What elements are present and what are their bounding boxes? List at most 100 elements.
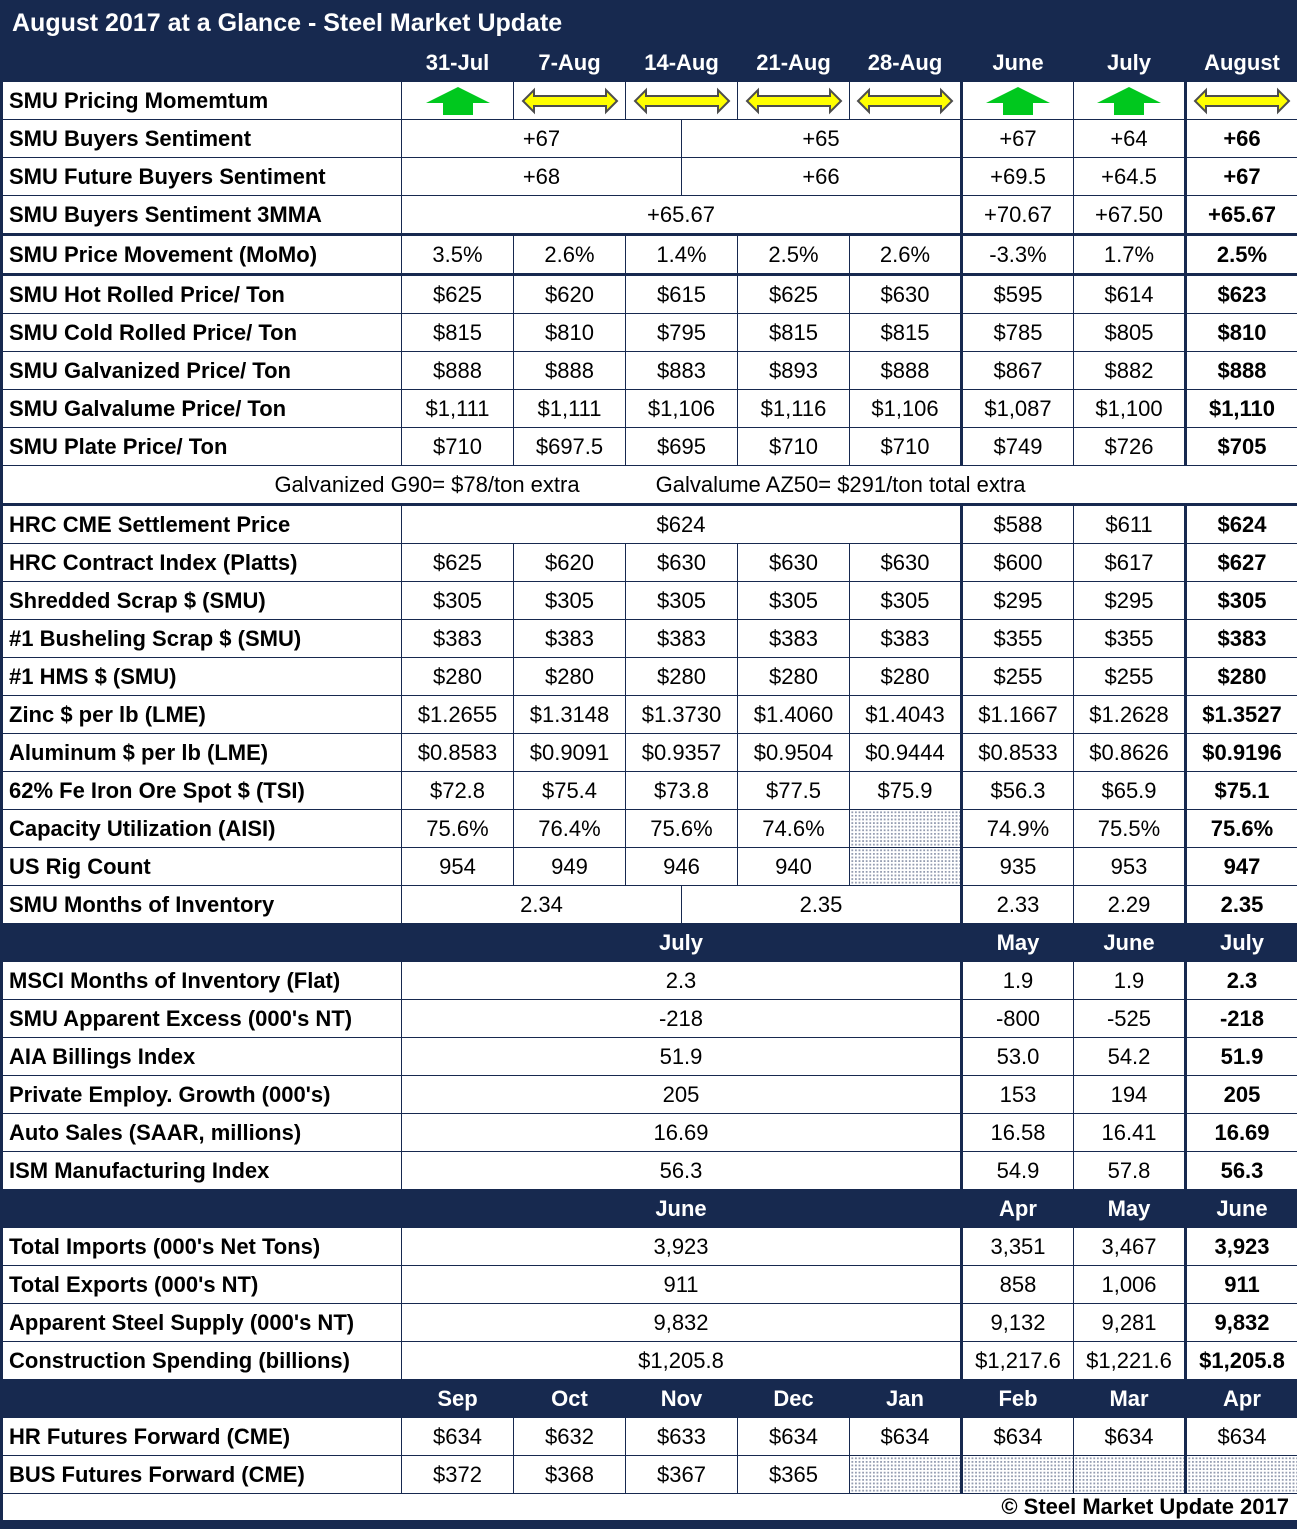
value-cell: $600	[962, 544, 1074, 582]
value-cell: $305	[402, 582, 514, 620]
row-label: SMU Galvalume Price/ Ton	[2, 390, 402, 428]
value-cell: -3.3%	[962, 235, 1074, 275]
value-cell: $815	[738, 314, 850, 352]
value-cell: $630	[850, 544, 962, 582]
value-cell: 2.33	[962, 886, 1074, 924]
value-cell: 3.5%	[402, 235, 514, 275]
value-cell: 54.9	[962, 1152, 1074, 1190]
no-data-hatched-cell	[1186, 1456, 1297, 1494]
column-header: 14-Aug	[626, 44, 738, 82]
column-header: Feb	[962, 1380, 1074, 1418]
up-arrow-icon	[974, 86, 1062, 116]
value-cell: 1.9	[1074, 962, 1186, 1000]
value-cell: $630	[738, 544, 850, 582]
row-label: #1 HMS $ (SMU)	[2, 658, 402, 696]
column-header: Jan	[850, 1380, 962, 1418]
value-cell: +67	[962, 120, 1074, 158]
value-cell: $634	[850, 1418, 962, 1456]
value-cell: 3,467	[1074, 1228, 1186, 1266]
value-cell: 3,351	[962, 1228, 1074, 1266]
table-row: Capacity Utilization (AISI)75.6%76.4%75.…	[2, 810, 1297, 848]
value-cell: $615	[626, 275, 738, 314]
value-cell: $614	[1074, 275, 1186, 314]
table-row: August 2017 at a Glance - Steel Market U…	[2, 2, 1297, 44]
value-cell: $280	[738, 658, 850, 696]
value-cell: 1.9	[962, 962, 1074, 1000]
value-cell: $1,110	[1186, 390, 1297, 428]
no-data-hatched-cell	[1074, 1456, 1186, 1494]
value-cell: 54.2	[1074, 1038, 1186, 1076]
value-cell: 56.3	[402, 1152, 962, 1190]
value-cell: 2.3	[402, 962, 962, 1000]
value-cell: $295	[1074, 582, 1186, 620]
value-cell: 53.0	[962, 1038, 1074, 1076]
row-label: SMU Buyers Sentiment	[2, 120, 402, 158]
value-cell: $634	[402, 1418, 514, 1456]
row-label: HRC Contract Index (Platts)	[2, 544, 402, 582]
table-row: SMU Buyers Sentiment 3MMA+65.67+70.67+67…	[2, 196, 1297, 235]
table-row: SMU Hot Rolled Price/ Ton$625$620$615$62…	[2, 275, 1297, 314]
value-cell: $383	[850, 620, 962, 658]
row-label: Shredded Scrap $ (SMU)	[2, 582, 402, 620]
row-label: SMU Apparent Excess (000's NT)	[2, 1000, 402, 1038]
value-cell: $77.5	[738, 772, 850, 810]
row-label: AIA Billings Index	[2, 1038, 402, 1076]
note-galvanized: Galvanized G90= $78/ton extra	[274, 472, 579, 497]
column-header: August	[1186, 44, 1297, 82]
value-cell: $368	[514, 1456, 626, 1494]
value-cell: $1,106	[850, 390, 962, 428]
no-data-hatched-cell	[850, 848, 962, 886]
row-label: #1 Busheling Scrap $ (SMU)	[2, 620, 402, 658]
value-cell: $1,205.8	[402, 1342, 962, 1380]
value-cell: $710	[850, 428, 962, 466]
row-label	[2, 44, 402, 82]
value-cell: $630	[626, 544, 738, 582]
value-cell: $305	[738, 582, 850, 620]
value-cell: $810	[1186, 314, 1297, 352]
row-label: SMU Cold Rolled Price/ Ton	[2, 314, 402, 352]
value-cell: 9,281	[1074, 1304, 1186, 1342]
value-cell: $888	[1186, 352, 1297, 390]
column-header: Oct	[514, 1380, 626, 1418]
value-cell: +64	[1074, 120, 1186, 158]
momentum-cell	[962, 82, 1074, 120]
value-cell: $367	[626, 1456, 738, 1494]
table-row: #1 Busheling Scrap $ (SMU)$383$383$383$3…	[2, 620, 1297, 658]
value-cell: $726	[1074, 428, 1186, 466]
value-cell: -525	[1074, 1000, 1186, 1038]
value-cell: $72.8	[402, 772, 514, 810]
value-cell: 954	[402, 848, 514, 886]
left-right-arrow-icon	[632, 86, 732, 116]
value-cell: 16.69	[402, 1114, 962, 1152]
value-cell: $625	[402, 544, 514, 582]
value-cell: $888	[850, 352, 962, 390]
value-cell: $56.3	[962, 772, 1074, 810]
column-header: Apr	[1186, 1380, 1297, 1418]
value-cell: 9,832	[1186, 1304, 1297, 1342]
value-cell: $815	[402, 314, 514, 352]
value-cell: $697.5	[514, 428, 626, 466]
row-label: SMU Future Buyers Sentiment	[2, 158, 402, 196]
column-header: Sep	[402, 1380, 514, 1418]
value-cell: 76.4%	[514, 810, 626, 848]
column-header: July	[1186, 924, 1297, 962]
row-label: SMU Hot Rolled Price/ Ton	[2, 275, 402, 314]
value-cell: $785	[962, 314, 1074, 352]
column-header: 21-Aug	[738, 44, 850, 82]
momentum-cell	[1074, 82, 1186, 120]
value-cell: $632	[514, 1418, 626, 1456]
value-cell: +70.67	[962, 196, 1074, 235]
value-cell: 1,006	[1074, 1266, 1186, 1304]
value-cell: $1.4060	[738, 696, 850, 734]
value-cell: $355	[1074, 620, 1186, 658]
value-cell: $888	[402, 352, 514, 390]
value-cell: $1,111	[514, 390, 626, 428]
value-cell: $383	[1186, 620, 1297, 658]
table-row: SMU Plate Price/ Ton$710$697.5$695$710$7…	[2, 428, 1297, 466]
